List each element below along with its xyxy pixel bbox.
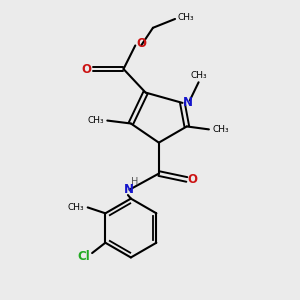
Text: O: O [82,62,92,76]
Text: CH₃: CH₃ [213,125,230,134]
Text: CH₃: CH₃ [87,116,104,125]
Text: N: N [183,96,193,110]
Text: CH₃: CH₃ [67,203,84,212]
Text: N: N [124,183,134,196]
Text: O: O [188,173,198,186]
Text: CH₃: CH₃ [191,71,208,80]
Text: CH₃: CH₃ [178,13,194,22]
Text: Cl: Cl [77,250,90,262]
Text: H: H [131,176,138,187]
Text: O: O [136,38,146,50]
